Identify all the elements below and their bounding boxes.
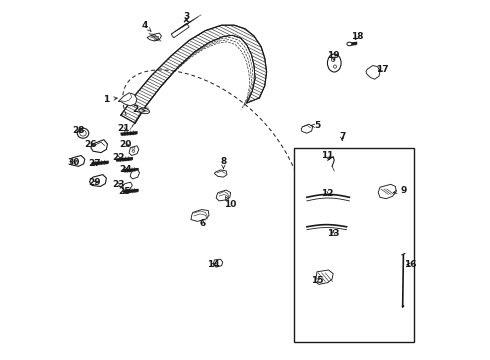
Text: 20: 20 (119, 140, 132, 149)
Polygon shape (130, 170, 140, 179)
Text: 14: 14 (207, 260, 220, 269)
Text: 21: 21 (117, 124, 129, 133)
Text: 13: 13 (327, 229, 340, 238)
Text: 12: 12 (321, 189, 333, 198)
Text: 6: 6 (199, 219, 206, 228)
Polygon shape (301, 124, 313, 133)
Text: 23: 23 (112, 180, 124, 189)
Text: 8: 8 (220, 157, 226, 169)
Text: 28: 28 (73, 126, 85, 135)
Polygon shape (71, 156, 85, 166)
Text: 24: 24 (119, 165, 132, 174)
Ellipse shape (331, 57, 335, 62)
Polygon shape (121, 25, 267, 123)
Text: 18: 18 (351, 32, 364, 41)
Text: 19: 19 (327, 51, 340, 60)
Text: 4: 4 (142, 21, 151, 31)
Polygon shape (215, 170, 227, 177)
Text: 11: 11 (321, 151, 333, 160)
Polygon shape (118, 93, 137, 106)
Ellipse shape (132, 147, 135, 149)
Ellipse shape (77, 128, 89, 138)
Text: 25: 25 (118, 187, 131, 196)
Ellipse shape (139, 108, 149, 114)
Polygon shape (378, 184, 396, 199)
Polygon shape (90, 175, 106, 186)
Ellipse shape (327, 54, 341, 72)
Text: 10: 10 (224, 197, 236, 209)
Ellipse shape (347, 42, 352, 46)
Ellipse shape (334, 65, 337, 68)
Polygon shape (191, 210, 209, 221)
Text: 17: 17 (376, 65, 389, 74)
Text: 27: 27 (88, 159, 101, 168)
Text: 1: 1 (103, 94, 117, 104)
Text: 26: 26 (85, 140, 97, 149)
Bar (294, 148, 414, 342)
Text: 15: 15 (311, 276, 323, 284)
PathPatch shape (121, 25, 267, 123)
Ellipse shape (132, 150, 135, 152)
Text: 3: 3 (184, 12, 190, 21)
Text: 29: 29 (88, 178, 101, 187)
Text: 2: 2 (132, 105, 145, 114)
Polygon shape (122, 182, 132, 191)
Polygon shape (366, 66, 380, 79)
Ellipse shape (80, 130, 86, 136)
Text: 30: 30 (68, 158, 80, 167)
Text: 7: 7 (339, 132, 345, 141)
Text: 9: 9 (393, 186, 407, 195)
Polygon shape (171, 23, 189, 38)
Text: 16: 16 (404, 260, 417, 269)
Polygon shape (213, 259, 222, 267)
Polygon shape (147, 33, 162, 41)
Polygon shape (216, 190, 231, 201)
Polygon shape (91, 140, 107, 153)
Text: 22: 22 (112, 153, 124, 162)
Polygon shape (315, 270, 333, 284)
Polygon shape (129, 146, 139, 156)
Text: 5: 5 (311, 122, 320, 130)
